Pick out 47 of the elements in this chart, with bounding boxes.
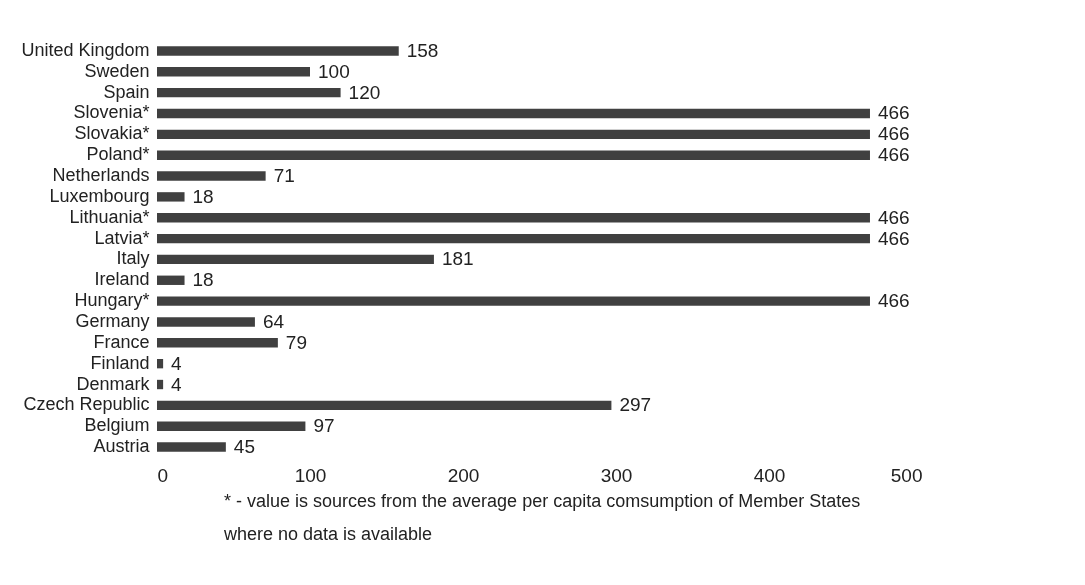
text: * - value is sources from the average per capita comsumption of Member States where no data is available: [224, 490, 862, 546]
x-tick-label: 500: [890, 464, 923, 486]
y-tick-label: Slovakia*: [74, 123, 150, 144]
data-label: 466: [877, 144, 910, 166]
data-label: 100: [318, 60, 350, 82]
y-tick-label: Italy: [116, 248, 150, 269]
y-tick-label: Slovenia*: [73, 102, 150, 123]
data-label: 466: [877, 206, 910, 228]
data-label: 466: [877, 123, 910, 145]
data-label: 97: [313, 415, 335, 437]
data-label: 64: [262, 310, 285, 332]
data-label: 18: [192, 269, 214, 291]
y-tick-label: Sweden: [84, 60, 150, 81]
data-label: 466: [877, 290, 910, 312]
y-tick-label: Lithuania*: [69, 206, 150, 227]
y-tick-label: Spain: [103, 81, 150, 102]
data-label: 71: [273, 165, 295, 187]
data-label: 297: [619, 394, 652, 416]
data-label: 79: [285, 331, 308, 353]
y-tick-label: Denmark: [76, 373, 151, 394]
x-tick-label: 100: [294, 464, 327, 486]
x-tick-label: 300: [600, 464, 633, 486]
y-tick-label: France: [93, 331, 150, 352]
x-tick-label: 200: [447, 464, 480, 486]
data-label: 466: [877, 102, 910, 124]
x-tick-label: 400: [753, 464, 786, 486]
y-tick-label: Belgium: [84, 415, 150, 436]
y-tick-label: Germany: [75, 310, 150, 331]
y-tick-label: Austria: [93, 436, 151, 457]
data-label: 466: [877, 227, 910, 249]
data-label: 181: [441, 248, 474, 270]
y-tick-label: Poland*: [86, 144, 150, 165]
x-tick-label: 0: [157, 464, 169, 486]
y-tick-label: Finland: [90, 352, 150, 373]
y-tick-label: Czech Republic: [23, 394, 150, 415]
data-label: 158: [406, 39, 439, 61]
y-tick-label: Ireland: [94, 269, 150, 290]
y-tick-label: Luxembourg: [49, 185, 150, 206]
data-label: 120: [348, 81, 381, 103]
y-tick-label: Latvia*: [94, 227, 150, 248]
y-tick-label: Netherlands: [52, 165, 150, 186]
y-tick-label: Hungary*: [74, 290, 150, 311]
data-label: 4: [171, 373, 183, 395]
data-label: 18: [192, 185, 214, 207]
y-tick-label: United Kingdom: [21, 39, 150, 60]
data-label: 4: [171, 352, 183, 374]
data-label: 45: [233, 436, 255, 458]
